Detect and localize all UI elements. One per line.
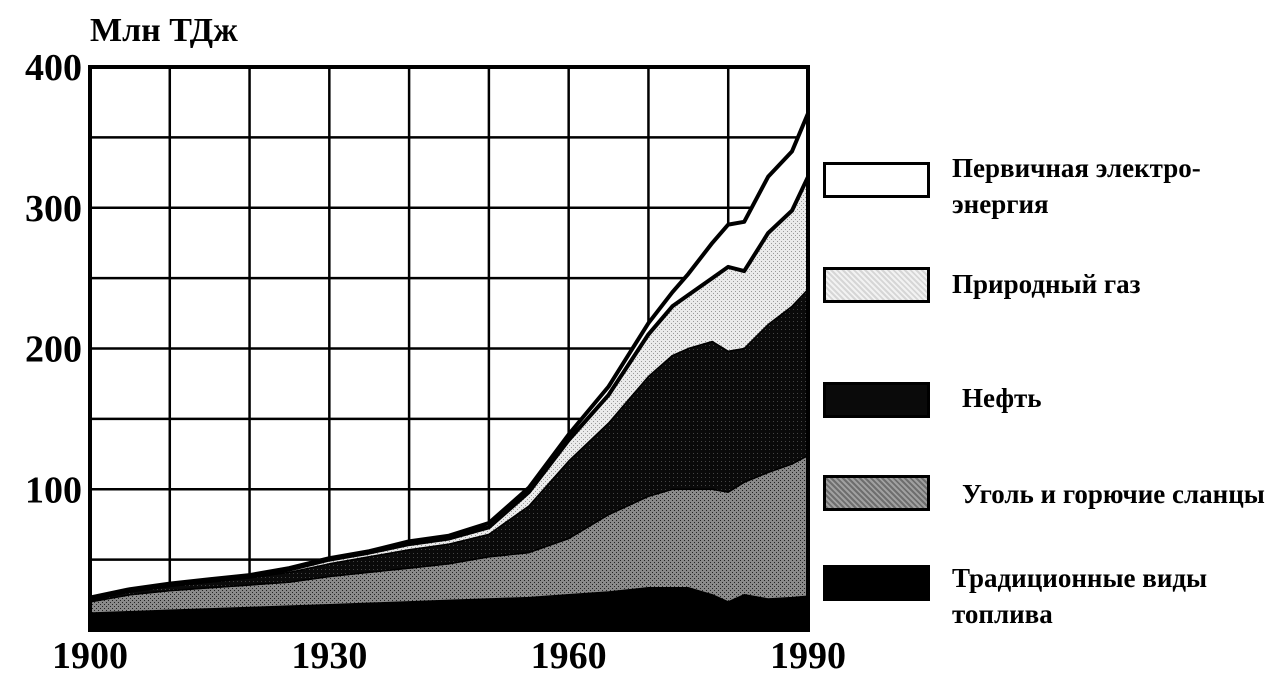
legend-label: Природный газ [952,269,1141,299]
chart-legend: Первичная электро- энергия Природный газ Н… [820,150,1270,630]
y-tick-label: 100 [25,469,82,511]
axes [88,65,810,632]
y-tick-label: 200 [25,329,82,371]
legend-label: Традиционные виды топлива [952,563,1208,629]
legend-swatch [823,475,930,511]
legend-swatch [823,267,930,303]
y-tick-label: 400 [25,47,82,89]
x-tick-labels: 1900 1930 1960 1990 [52,635,846,677]
legend-label: Первичная электро- энергия [952,153,1201,219]
y-tick-label: 300 [25,188,82,230]
legend-label: Нефть [962,383,1042,413]
area-layers [88,111,810,631]
y-tick-labels: 100 200 300 400 [25,47,82,511]
legend-swatch [823,382,930,418]
legend-swatch [823,162,930,198]
y-axis-unit-label: Млн ТДж [90,12,238,49]
plot-frame [88,65,810,632]
x-tick-label: 1930 [291,635,367,677]
x-tick-label: 1900 [52,635,128,677]
x-tick-label: 1990 [770,635,846,677]
x-tick-label: 1960 [531,635,607,677]
legend-swatch [823,565,930,601]
legend-label: Уголь и горючие сланцы [962,479,1265,509]
